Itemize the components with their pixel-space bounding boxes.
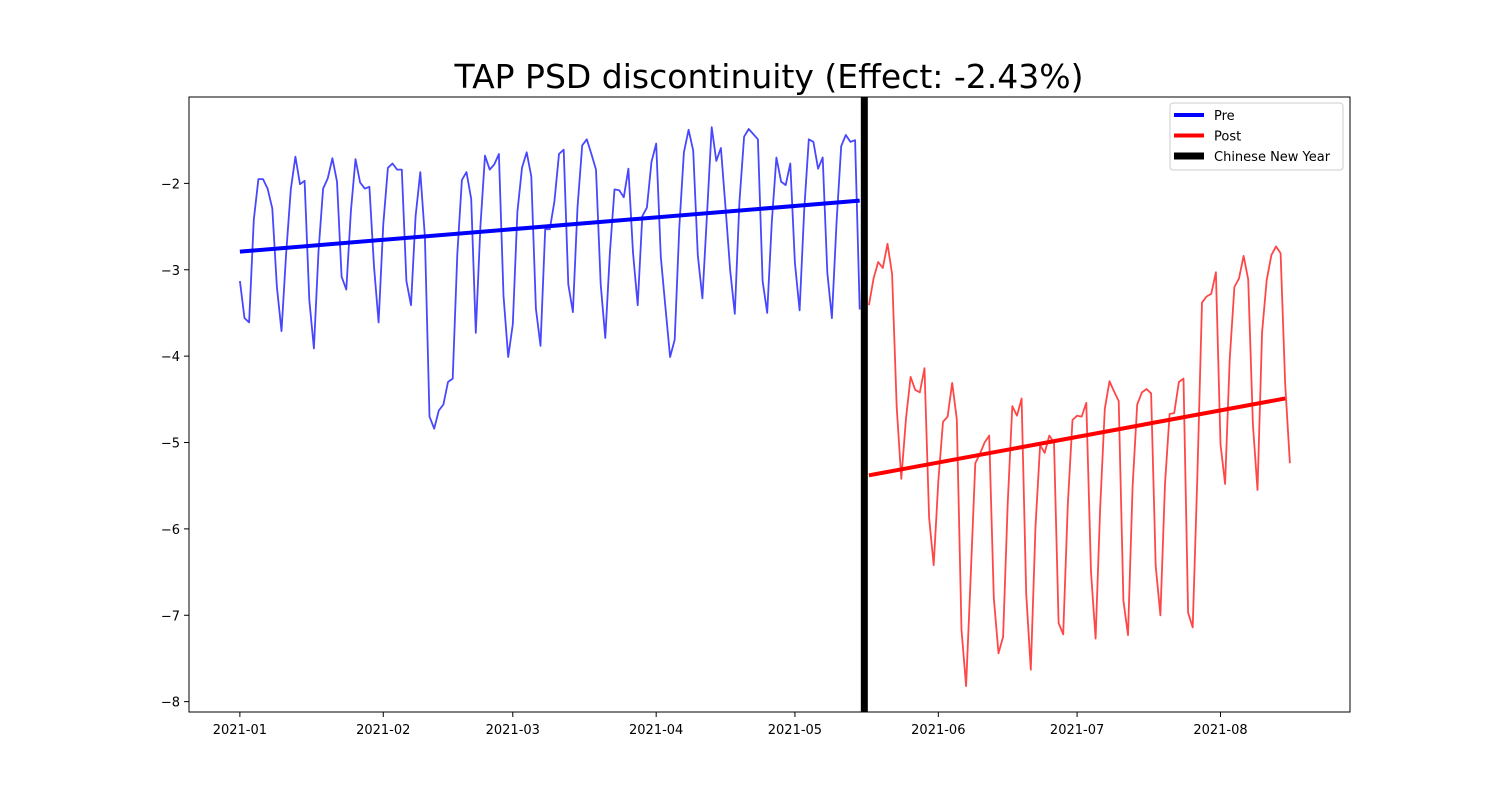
x-tick-label: 2021-08 — [1193, 723, 1247, 738]
trend-line-post — [868, 396, 1286, 478]
x-tick-label: 2021-07 — [1050, 723, 1104, 738]
y-tick-label: −4 — [161, 350, 180, 365]
legend-label-chinese-new-year: Chinese New Year — [1214, 150, 1331, 165]
y-tick-label: −2 — [161, 177, 180, 192]
y-tick-label: −7 — [161, 609, 180, 624]
legend: Pre Post Chinese New Year — [1169, 102, 1344, 171]
y-tick-label: −8 — [161, 696, 180, 711]
plot-frame — [188, 96, 1351, 713]
legend-label-post: Post — [1214, 130, 1241, 145]
x-tick-label: 2021-04 — [629, 723, 683, 738]
y-tick-label: −5 — [161, 437, 180, 452]
plot-area — [239, 97, 1291, 712]
chart-title: TAP PSD discontinuity (Effect: -2.43%) — [454, 57, 1084, 96]
series-line-post — [868, 242, 1291, 687]
legend-box — [1169, 102, 1344, 171]
x-tick-label: 2021-01 — [213, 723, 267, 738]
series-line-pre — [239, 126, 861, 430]
x-tick-label: 2021-03 — [486, 723, 540, 738]
y-tick-label: −6 — [161, 523, 180, 538]
legend-label-pre: Pre — [1214, 109, 1235, 124]
x-tick-label: 2021-05 — [768, 723, 822, 738]
y-tick-label: −3 — [161, 264, 180, 279]
trend-line-pre — [239, 198, 860, 254]
x-tick-label: 2021-02 — [356, 723, 410, 738]
axes: 2021-01 2021-02 2021-03 2021-04 2021-05 2021-… — [161, 96, 1351, 738]
x-tick-label: 2021-06 — [911, 723, 965, 738]
